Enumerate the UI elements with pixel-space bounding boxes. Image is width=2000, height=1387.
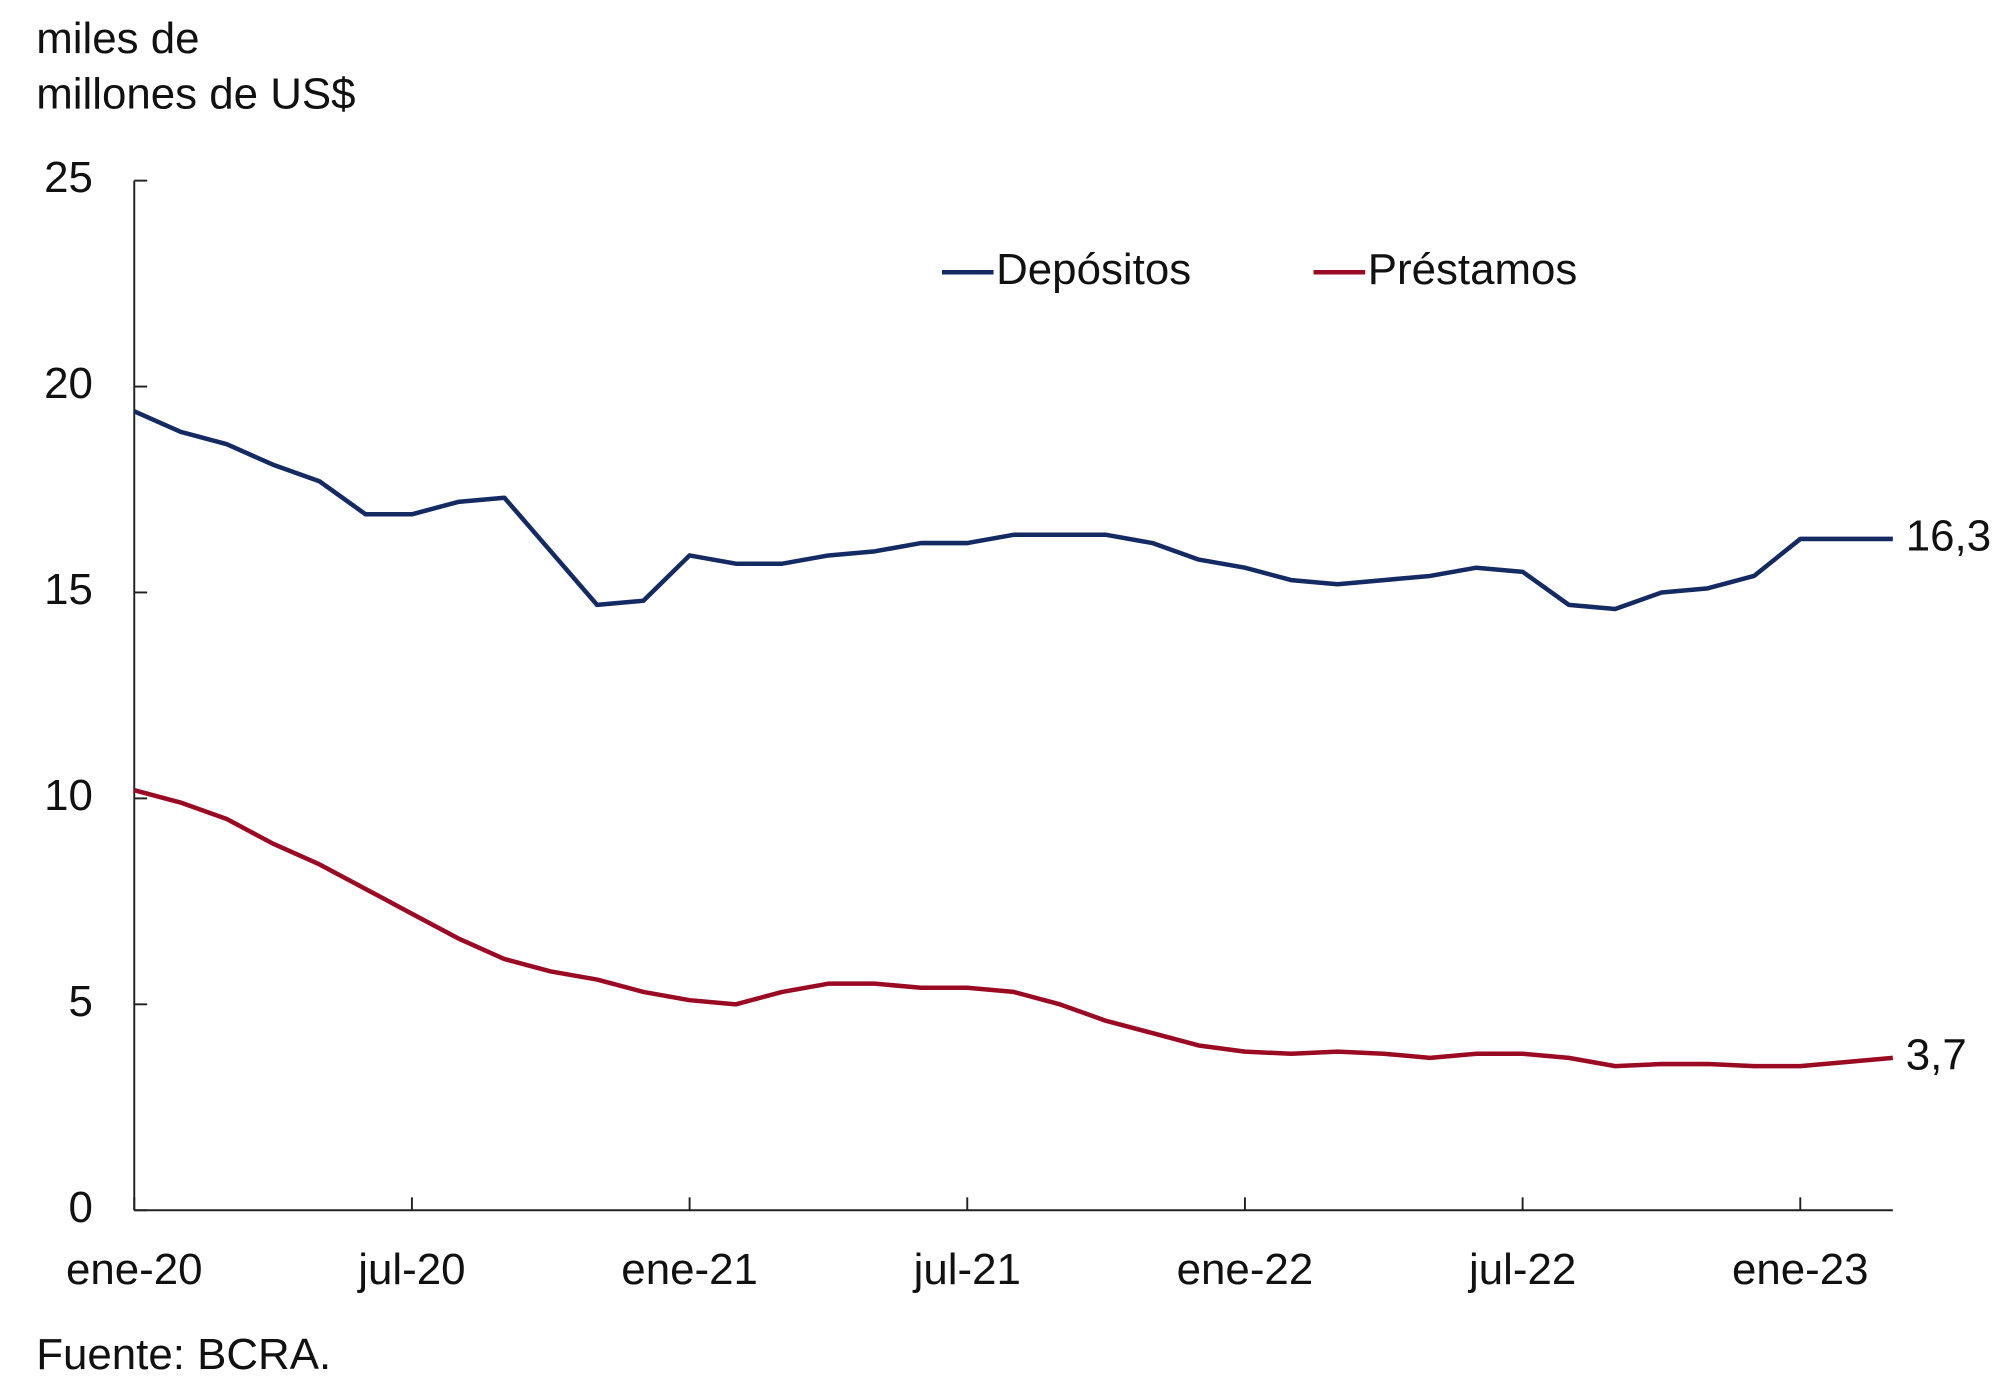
y-tick-label: 25 [44, 153, 93, 202]
x-tick-label: jul-22 [1467, 1245, 1576, 1294]
x-tick-label: ene-22 [1177, 1245, 1314, 1294]
x-tick-label: jul-21 [912, 1245, 1021, 1294]
x-tick-label: ene-21 [621, 1245, 758, 1294]
y-tick-label: 5 [69, 977, 93, 1026]
legend-label: Depósitos [996, 245, 1191, 294]
x-tick-label: ene-23 [1732, 1245, 1869, 1294]
x-tick-label: jul-20 [356, 1245, 465, 1294]
y-unit-label: miles de [36, 14, 199, 63]
end-label: 16,3 [1906, 512, 1991, 561]
y-unit-label: millones de US$ [36, 69, 355, 118]
line-series [133, 409, 1893, 612]
y-tick-label: 20 [44, 359, 93, 408]
line-series [133, 787, 1894, 1069]
x-tick-label: ene-20 [66, 1245, 203, 1294]
source: Fuente: BCRA. [36, 1330, 331, 1379]
end-label: 3,7 [1906, 1030, 1967, 1079]
legend-label: Préstamos [1368, 245, 1578, 294]
y-tick-label: 10 [44, 771, 93, 820]
y-tick-label: 15 [44, 565, 93, 614]
y-tick-label: 0 [69, 1183, 93, 1232]
